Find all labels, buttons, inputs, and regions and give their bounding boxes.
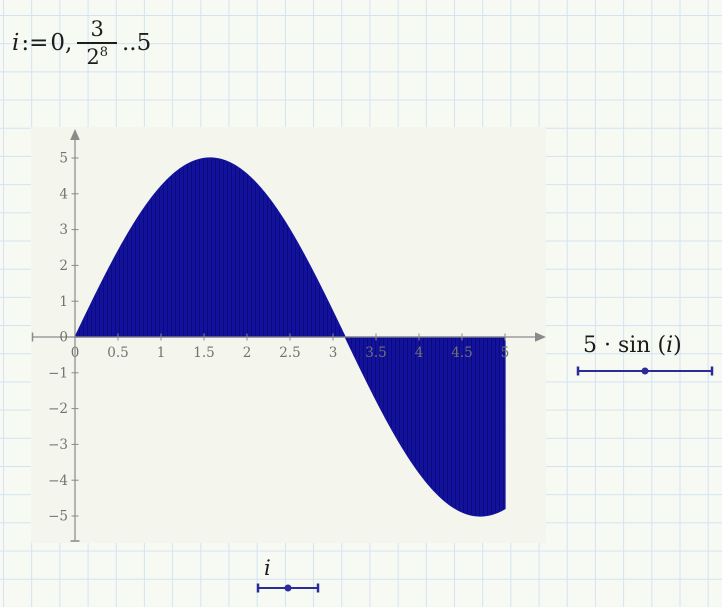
y-tick-label: 1: [59, 294, 68, 310]
x-tick-label: 2.5: [279, 345, 300, 361]
y-tick-label: 5: [59, 151, 68, 167]
y-tick-label: 2: [59, 258, 68, 274]
x-tick-label: 5: [501, 345, 510, 361]
y-tick-label: 3: [59, 222, 68, 238]
trace-marker-dot: [284, 584, 292, 592]
x-expression-legend[interactable]: i: [248, 556, 328, 602]
x-tick-label: 0: [71, 345, 80, 361]
y-tick-label: −3: [48, 437, 68, 453]
x-axis-arrow: [535, 332, 546, 342]
trace-marker-dot: [641, 367, 649, 375]
assign-operator: :=: [21, 30, 49, 56]
range-definition-formula[interactable]: i:= 0, 3 28.. 5: [12, 12, 151, 74]
y-tick-label: −5: [48, 509, 68, 525]
step-fraction: 3 28: [77, 17, 117, 69]
y-trace-sample: [576, 366, 714, 376]
range-start: 0: [50, 30, 66, 56]
formula-variable: i: [12, 30, 20, 56]
x-tick-label: 1.5: [193, 345, 214, 361]
x-tick-label: 3: [329, 345, 338, 361]
range-end: 5: [136, 30, 152, 56]
fraction-bar: [77, 41, 117, 44]
x-tick-label: 4.5: [451, 345, 472, 361]
x-tick-label: 0.5: [107, 345, 128, 361]
xy-plot-region[interactable]: 0 0.5 1 1.5 2 2.5 3 3.5 4 4.5 5 5 4 3 2 1 0 −1 −2 −3 −4 −5: [31, 127, 546, 543]
y-expression-text[interactable]: 5 · sin (i): [583, 333, 682, 358]
exponent: 8: [99, 44, 108, 60]
comma: ,: [65, 30, 73, 56]
x-trace-sample: [256, 583, 320, 593]
x-tick-label: 4: [415, 345, 424, 361]
x-tick-label: 2: [243, 345, 252, 361]
y-tick-label: −1: [48, 365, 68, 381]
y-tick-label: −2: [48, 401, 68, 417]
y-tick-label: −4: [48, 473, 68, 489]
x-tick-label: 1: [157, 345, 166, 361]
range-operator: ..: [122, 30, 137, 56]
y-tick-label: 4: [59, 186, 68, 202]
y-tick-label: 0: [59, 330, 68, 346]
y-expression-legend[interactable]: 5 · sin (i): [570, 333, 722, 379]
fraction-denominator: 28: [86, 44, 108, 69]
fraction-numerator: 3: [90, 17, 104, 42]
x-tick-label: 3.5: [365, 345, 386, 361]
y-axis-arrow: [70, 129, 80, 140]
x-expression-text[interactable]: i: [264, 556, 271, 580]
